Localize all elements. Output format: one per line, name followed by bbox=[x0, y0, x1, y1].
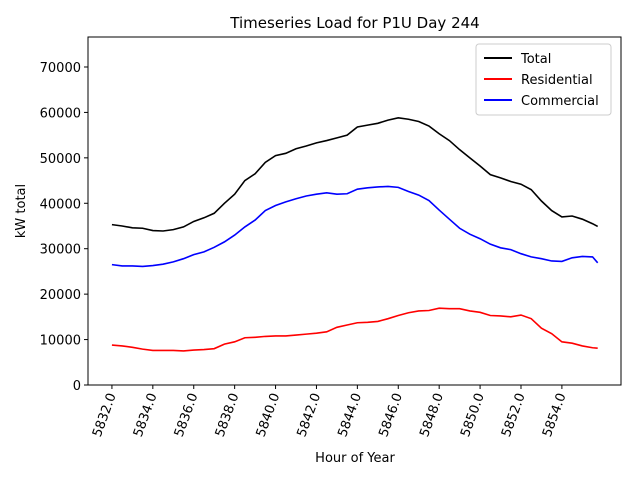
x-axis-label: Hour of Year bbox=[315, 451, 395, 466]
y-tick-label: 70000 bbox=[40, 61, 81, 76]
y-tick-label: 20000 bbox=[40, 288, 81, 303]
x-tick-label: 5850.0 bbox=[458, 391, 488, 439]
y-tick-label: 30000 bbox=[40, 243, 81, 258]
series-line bbox=[111, 185, 599, 268]
x-tick-label: 5834.0 bbox=[131, 391, 161, 439]
x-tick-label: 5842.0 bbox=[295, 391, 325, 439]
chart-title: Timeseries Load for P1U Day 244 bbox=[229, 14, 479, 32]
y-tick-label: 40000 bbox=[40, 197, 81, 212]
plot-frame bbox=[87, 36, 622, 386]
x-tick-label: 5840.0 bbox=[254, 391, 284, 439]
legend-label: Commercial bbox=[521, 94, 599, 109]
y-tick-label: 10000 bbox=[40, 334, 81, 349]
x-tick-label: 5832.0 bbox=[90, 391, 120, 439]
legend-box bbox=[475, 43, 612, 116]
x-tick-label: 5854.0 bbox=[540, 391, 570, 439]
x-tick-label: 5838.0 bbox=[213, 391, 243, 439]
series-line bbox=[111, 307, 598, 352]
x-tick-label: 5846.0 bbox=[376, 391, 406, 439]
y-tick-label: 0 bbox=[73, 379, 81, 394]
y-tick-label: 50000 bbox=[40, 152, 81, 167]
x-tick-label: 5852.0 bbox=[499, 391, 529, 439]
x-tick-label: 5836.0 bbox=[172, 391, 202, 439]
legend-label: Total bbox=[520, 52, 551, 67]
legend: Total Residential Commercial bbox=[475, 43, 612, 116]
y-axis-label: kW total bbox=[14, 184, 29, 238]
series-line bbox=[111, 117, 599, 232]
x-tick-label: 5844.0 bbox=[335, 391, 365, 439]
x-tick-label: 5848.0 bbox=[417, 391, 447, 439]
legend-label: Residential bbox=[521, 73, 593, 88]
y-tick-label: 60000 bbox=[40, 106, 81, 121]
